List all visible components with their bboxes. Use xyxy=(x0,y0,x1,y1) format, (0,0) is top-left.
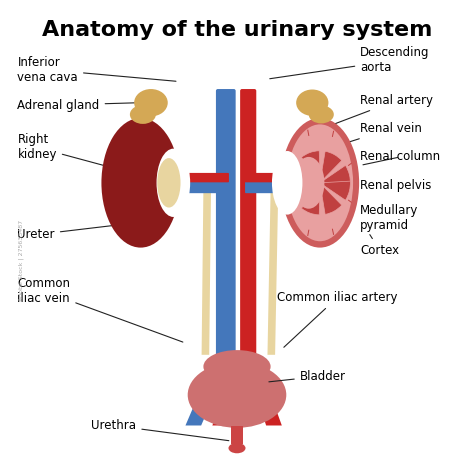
Text: Common
iliac vein: Common iliac vein xyxy=(18,277,183,342)
Wedge shape xyxy=(320,183,342,214)
Text: Adrenal gland: Adrenal gland xyxy=(18,99,137,111)
Polygon shape xyxy=(185,350,234,426)
Polygon shape xyxy=(242,350,282,426)
Text: Descending
aorta: Descending aorta xyxy=(270,46,430,79)
Ellipse shape xyxy=(188,362,286,428)
Ellipse shape xyxy=(101,118,180,247)
FancyBboxPatch shape xyxy=(245,173,301,182)
Wedge shape xyxy=(301,183,320,215)
Text: Urethra: Urethra xyxy=(91,419,229,441)
Text: Bladder: Bladder xyxy=(269,370,346,383)
Wedge shape xyxy=(320,165,350,184)
Text: Adobe Stock | 275633487: Adobe Stock | 275633487 xyxy=(18,220,24,301)
Wedge shape xyxy=(301,151,320,183)
Ellipse shape xyxy=(272,151,302,215)
Ellipse shape xyxy=(228,443,246,453)
Text: Right
kidney: Right kidney xyxy=(18,134,104,165)
Text: Common iliac artery: Common iliac artery xyxy=(277,291,398,347)
Text: Ureter: Ureter xyxy=(18,221,153,241)
Polygon shape xyxy=(212,350,255,426)
Wedge shape xyxy=(290,183,320,204)
FancyBboxPatch shape xyxy=(173,173,229,182)
Ellipse shape xyxy=(281,118,359,247)
Ellipse shape xyxy=(203,350,271,383)
Wedge shape xyxy=(290,162,320,183)
Ellipse shape xyxy=(293,157,324,209)
Text: Medullary
pyramid: Medullary pyramid xyxy=(353,204,419,232)
Ellipse shape xyxy=(296,90,328,116)
Text: Inferior
vena cava: Inferior vena cava xyxy=(18,56,176,84)
FancyBboxPatch shape xyxy=(173,182,229,193)
Ellipse shape xyxy=(156,149,190,217)
Wedge shape xyxy=(320,181,350,200)
Polygon shape xyxy=(231,427,243,444)
Ellipse shape xyxy=(130,105,156,124)
FancyBboxPatch shape xyxy=(240,89,256,357)
Wedge shape xyxy=(320,151,342,183)
FancyBboxPatch shape xyxy=(216,89,236,357)
Polygon shape xyxy=(218,350,250,426)
Polygon shape xyxy=(201,190,211,355)
Text: Cortex: Cortex xyxy=(360,235,400,257)
Ellipse shape xyxy=(134,89,168,117)
Ellipse shape xyxy=(309,106,334,123)
Text: Renal column: Renal column xyxy=(360,150,440,165)
Polygon shape xyxy=(267,190,278,355)
Ellipse shape xyxy=(157,158,181,208)
Text: Renal vein: Renal vein xyxy=(342,122,422,144)
Text: Anatomy of the urinary system: Anatomy of the urinary system xyxy=(42,20,432,40)
FancyBboxPatch shape xyxy=(245,182,301,193)
Text: Renal artery: Renal artery xyxy=(325,94,433,128)
Ellipse shape xyxy=(287,124,353,241)
Text: Renal pelvis: Renal pelvis xyxy=(346,179,432,191)
